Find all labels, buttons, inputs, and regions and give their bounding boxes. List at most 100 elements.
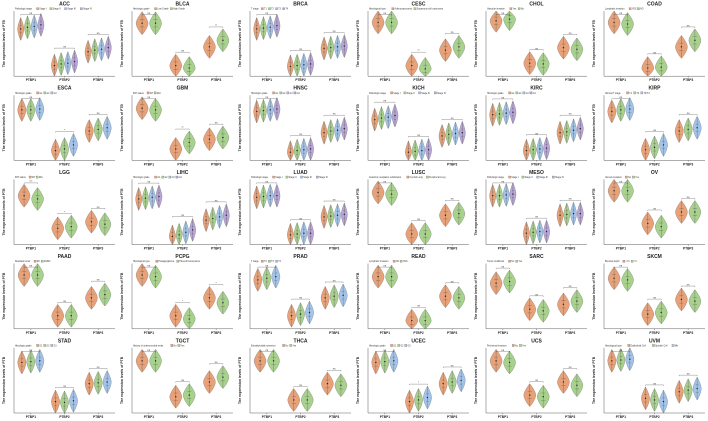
x-tick-label: PTBP1	[380, 331, 391, 335]
significance-label: ns	[417, 305, 420, 308]
significance-bracket	[327, 370, 342, 372]
significance-label: ***	[29, 179, 32, 183]
legend-title: Pathologic stage	[15, 8, 33, 11]
chart-title: KICH	[412, 86, 425, 92]
legend-entry: Stage IV	[437, 92, 446, 95]
x-tick-label: PTBP2	[649, 78, 660, 82]
median-point	[256, 28, 258, 30]
significance-bracket	[411, 52, 426, 54]
significance-label: ns	[535, 379, 538, 382]
chart-title: ACC	[59, 2, 70, 8]
significance-label: ns	[687, 112, 690, 115]
median-point	[687, 128, 689, 131]
x-tick-label: PTBP2	[59, 247, 70, 251]
legend-entry: Adenocarcinoma	[395, 8, 413, 11]
significance-bracket	[205, 201, 227, 203]
significance-bracket	[209, 284, 224, 286]
x-tick-label: PTBP1	[616, 331, 627, 335]
y-axis-label: The expression levels of PTB	[356, 19, 360, 67]
significance-bracket	[445, 200, 460, 202]
legend-swatch	[170, 7, 173, 10]
median-point	[330, 215, 332, 217]
median-point	[100, 48, 103, 51]
median-point	[375, 361, 377, 364]
significance-bracket	[679, 374, 698, 377]
significance-label: ns	[181, 379, 184, 382]
legend-swatch	[289, 344, 292, 347]
median-point	[175, 315, 177, 317]
legend-swatch	[517, 7, 521, 10]
legend-entry: Squamous cell carcinoma	[417, 8, 444, 11]
median-point	[106, 381, 108, 383]
significance-bracket	[408, 136, 429, 138]
y-axis-label: The expression levels of PTB	[2, 188, 6, 236]
median-point	[141, 360, 143, 362]
significance-label: ns	[265, 12, 268, 15]
significance-label: ns	[569, 285, 572, 288]
legend-swatch	[434, 91, 437, 95]
median-point	[512, 193, 514, 195]
significance-bracket	[91, 208, 106, 210]
y-axis-label: The expression levels of PTB	[592, 188, 596, 236]
legend-title: Histological type	[133, 260, 150, 263]
legend-entry: T3	[271, 261, 274, 263]
chart-title: GBM	[177, 86, 189, 92]
significance-label: ns	[29, 265, 32, 268]
legend-swatch	[515, 91, 518, 95]
x-tick-label: PTBP2	[59, 162, 70, 166]
significance-label: ns	[619, 96, 622, 99]
chart-title: THCA	[294, 338, 308, 344]
significance-bracket	[559, 200, 581, 202]
median-point	[276, 195, 278, 197]
y-axis-label: The expression levels of PTB	[120, 19, 124, 67]
legend-swatch	[36, 344, 39, 347]
median-point	[572, 212, 575, 215]
significance-label: ns	[383, 349, 386, 352]
significance-label: ns	[265, 349, 268, 352]
median-point	[441, 135, 443, 137]
median-point	[572, 129, 575, 131]
y-axis-label: The expression levels of PTB	[474, 188, 478, 236]
median-point	[272, 360, 275, 362]
chart-panel-lihc: LIHC Histologic grade G1 G2 G3 G4 The expressi…	[120, 170, 233, 251]
median-point	[303, 149, 305, 151]
significance-label: ns	[501, 266, 504, 269]
median-point	[171, 235, 174, 238]
significance-bracket	[445, 282, 460, 284]
significance-label: ns	[333, 199, 336, 202]
median-point	[495, 282, 497, 284]
significance-label: ns	[687, 24, 690, 27]
legend-entry: Stage IV	[319, 176, 328, 179]
legend-swatch	[418, 91, 421, 95]
x-tick-label: PTBP3	[329, 331, 340, 335]
median-point	[87, 51, 89, 53]
median-point	[178, 234, 180, 236]
legend-entry: No	[511, 261, 515, 263]
legend-entry: No	[174, 345, 178, 347]
median-point	[21, 109, 23, 111]
x-tick-label: PTBP2	[649, 162, 660, 166]
legend-swatch	[154, 7, 157, 10]
median-point	[647, 67, 649, 69]
median-point	[377, 275, 379, 278]
median-point	[444, 49, 447, 51]
median-point	[40, 24, 42, 26]
significance-bracket	[21, 98, 40, 100]
legend-entry: G2	[46, 345, 50, 347]
median-point	[460, 379, 462, 382]
median-point	[613, 21, 615, 24]
chart-title: UCEC	[411, 338, 426, 344]
legend-entry: Stage II	[289, 176, 297, 179]
x-tick-label: PTBP3	[565, 415, 576, 419]
significance-bracket	[681, 285, 696, 288]
median-point	[107, 46, 109, 49]
chart-title: KIRP	[649, 86, 662, 92]
chart-title: STAD	[58, 338, 72, 344]
legend-swatch	[627, 344, 631, 347]
significance-label: **	[417, 49, 419, 53]
median-point	[629, 108, 631, 110]
significance-label: ns	[147, 265, 150, 268]
significance-label: ns	[63, 46, 66, 49]
median-point	[306, 399, 308, 401]
median-point	[542, 63, 544, 65]
